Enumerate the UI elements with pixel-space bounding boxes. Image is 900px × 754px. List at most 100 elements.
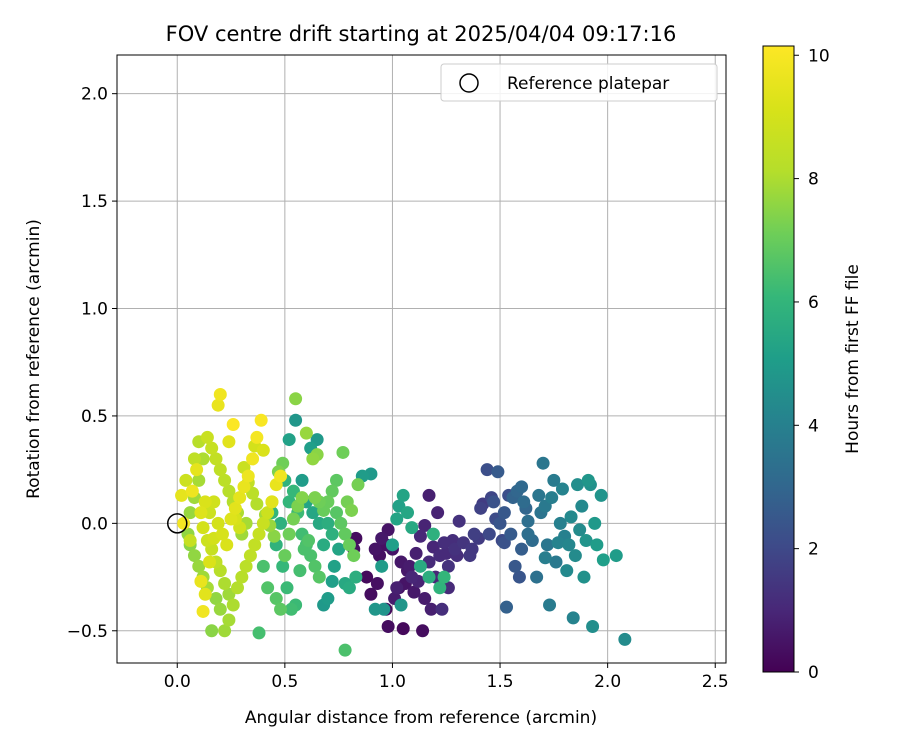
scatter-point (321, 592, 335, 606)
y-tick-label: −0.5 (67, 622, 108, 642)
scatter-point (521, 514, 535, 528)
colorbar-tick-label: 10 (808, 46, 830, 66)
plot-area-frame (116, 54, 727, 664)
scatter-point (375, 559, 389, 573)
scatter-point (177, 516, 191, 530)
scatter-point (342, 538, 356, 552)
scatter-point (560, 564, 574, 578)
scatter-point (553, 516, 567, 530)
scatter-point (551, 536, 565, 550)
y-axis-ticks: −0.5 0.0 0.5 1.0 1.5 2.0 (67, 85, 117, 642)
scatter-point (218, 577, 232, 591)
scatter-point (327, 559, 341, 573)
scatter-point (205, 624, 219, 638)
scatter-point (175, 488, 189, 502)
scatter-point (435, 602, 449, 616)
scatter-point (252, 626, 266, 640)
scatter-point (325, 574, 339, 588)
colorbar-tick-label: 4 (808, 416, 819, 436)
x-tick-label: 2.5 (702, 672, 729, 692)
scatter-point (351, 478, 365, 492)
scatter-point (321, 516, 335, 530)
scatter-point (209, 592, 223, 606)
scatter-point (497, 506, 511, 520)
scatter-point (368, 542, 382, 556)
scatter-point (312, 570, 326, 584)
colorbar-tick-label: 8 (808, 170, 819, 190)
scatter-point (226, 598, 240, 612)
scatter-point (493, 516, 507, 530)
scatter-point (194, 574, 208, 588)
scatter-point (332, 542, 346, 556)
scatter-point (538, 551, 552, 565)
scatter-point (390, 581, 404, 595)
scatter-point (222, 435, 236, 449)
scatter-point (192, 473, 206, 487)
legend-entry-label: Reference platepar (507, 74, 669, 94)
scatter-point (441, 559, 455, 573)
scatter-point (329, 506, 343, 520)
scatter-point (317, 538, 331, 552)
scatter-point (190, 463, 204, 477)
scatter-point (218, 624, 232, 638)
scatter-point (405, 521, 419, 535)
scatter-point (248, 538, 262, 552)
scatter-point (437, 570, 451, 584)
scatter-point (500, 600, 514, 614)
scatter-point (467, 527, 481, 541)
colorbar-label: Hours from first FF file (843, 264, 863, 454)
scatter-point (396, 488, 410, 502)
scatter-point (590, 538, 604, 552)
y-tick-label: 1.5 (81, 192, 108, 212)
scatter-point (233, 491, 247, 505)
scatter-point (209, 452, 223, 466)
y-tick-label: 0.5 (81, 407, 108, 427)
scatter-point (198, 495, 212, 509)
scatter-point (203, 555, 217, 569)
scatter-point (424, 602, 438, 616)
scatter-point (422, 570, 436, 584)
scatter-point (222, 613, 236, 627)
scatter-point (334, 516, 348, 530)
scatter-point (368, 602, 382, 616)
scatter-point (308, 559, 322, 573)
scatter-point (568, 549, 582, 563)
scatter-point (261, 581, 275, 595)
scatter-point (218, 473, 232, 487)
scatter-point (418, 592, 432, 606)
scatter-point (196, 604, 210, 618)
scatter-point (586, 619, 600, 633)
scatter-point (261, 506, 275, 520)
scatter-point (226, 418, 240, 432)
scatter-point (409, 546, 423, 560)
scatter-point (276, 559, 290, 573)
scatter-point (342, 581, 356, 595)
scatter-point (515, 542, 529, 556)
scatter-point (575, 499, 589, 513)
scatter-point (555, 482, 569, 496)
scatter-point (213, 602, 227, 616)
y-tick-label: 1.0 (81, 300, 108, 320)
scatter-point (547, 473, 561, 487)
scatter-point (267, 529, 281, 543)
scatter-point (211, 398, 225, 412)
legend-reference-marker (459, 73, 479, 93)
scatter-point (235, 570, 249, 584)
scatter-point (274, 469, 288, 483)
scatter-point (504, 527, 518, 541)
scatter-point (407, 585, 421, 599)
scatter-point (571, 478, 585, 492)
scatter-point (394, 598, 408, 612)
scatter-point (336, 445, 350, 459)
scatter-point (185, 484, 199, 498)
scatter-point (581, 473, 595, 487)
scatter-point (480, 463, 494, 477)
scatter-point (183, 506, 197, 520)
scatter-point (286, 512, 300, 526)
scatter-point (594, 488, 608, 502)
scatter-point (252, 527, 266, 541)
scatter-point (543, 598, 557, 612)
x-axis-ticks: 0.0 0.5 1.0 1.5 2.0 2.5 (164, 663, 729, 692)
x-tick-label: 2.0 (594, 672, 621, 692)
